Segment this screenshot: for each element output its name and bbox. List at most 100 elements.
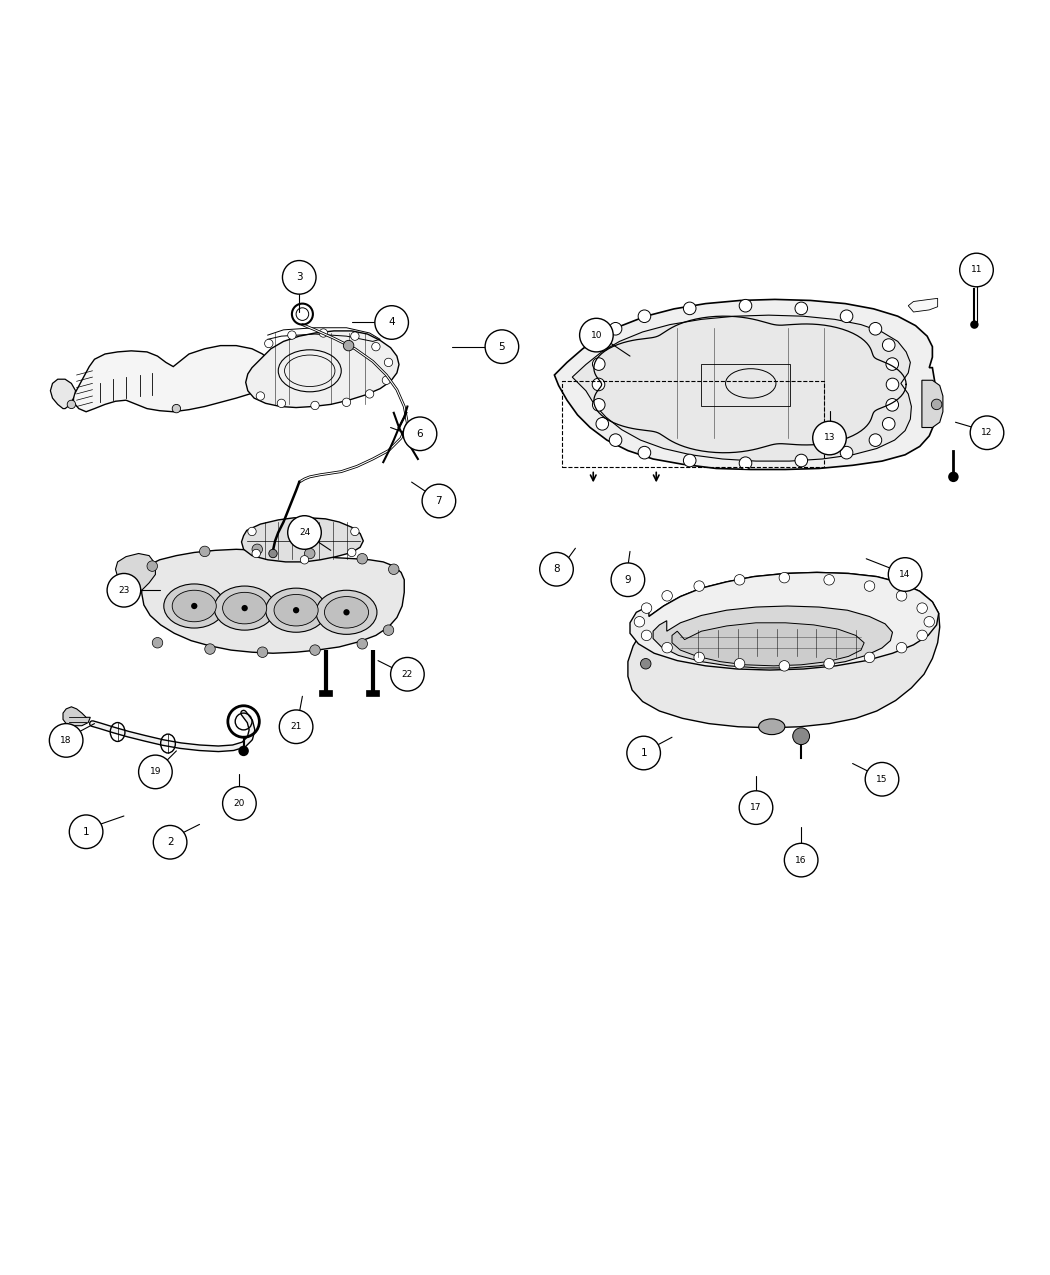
Polygon shape	[672, 622, 864, 666]
Circle shape	[311, 402, 319, 409]
Circle shape	[813, 421, 846, 455]
Circle shape	[248, 528, 256, 536]
Text: 19: 19	[150, 768, 161, 776]
Text: 23: 23	[119, 585, 129, 594]
Circle shape	[784, 843, 818, 877]
Text: 24: 24	[299, 528, 310, 537]
Polygon shape	[628, 572, 940, 728]
Circle shape	[592, 399, 605, 411]
Circle shape	[886, 358, 899, 370]
Text: 1: 1	[640, 748, 647, 759]
Circle shape	[888, 557, 922, 592]
Circle shape	[795, 302, 807, 315]
Text: 18: 18	[61, 736, 71, 745]
Circle shape	[897, 643, 907, 653]
Circle shape	[365, 390, 374, 398]
Circle shape	[739, 790, 773, 825]
Text: 8: 8	[553, 565, 560, 574]
Circle shape	[265, 339, 273, 348]
Circle shape	[205, 644, 215, 654]
Ellipse shape	[223, 593, 267, 623]
Circle shape	[403, 417, 437, 450]
Circle shape	[256, 391, 265, 400]
Polygon shape	[653, 606, 892, 668]
Text: 3: 3	[296, 273, 302, 282]
Ellipse shape	[164, 584, 225, 629]
Polygon shape	[554, 300, 937, 469]
Ellipse shape	[172, 590, 216, 622]
Text: 15: 15	[877, 775, 887, 784]
Ellipse shape	[214, 586, 275, 630]
Circle shape	[739, 300, 752, 312]
Circle shape	[422, 484, 456, 518]
Polygon shape	[50, 379, 76, 408]
Text: 4: 4	[388, 317, 395, 328]
Text: 16: 16	[796, 856, 806, 864]
Circle shape	[288, 515, 321, 550]
Circle shape	[917, 630, 927, 640]
Circle shape	[596, 417, 609, 430]
Circle shape	[67, 400, 76, 408]
Circle shape	[375, 306, 408, 339]
Text: 9: 9	[625, 575, 631, 585]
Circle shape	[357, 639, 367, 649]
Text: 20: 20	[234, 799, 245, 808]
Circle shape	[252, 550, 260, 557]
Circle shape	[684, 454, 696, 467]
Circle shape	[882, 339, 895, 352]
Circle shape	[592, 379, 605, 390]
Ellipse shape	[266, 588, 327, 632]
Circle shape	[269, 550, 277, 557]
Circle shape	[300, 515, 309, 524]
Circle shape	[310, 645, 320, 655]
Circle shape	[824, 575, 835, 585]
Circle shape	[662, 643, 672, 653]
Ellipse shape	[324, 597, 369, 629]
Circle shape	[694, 581, 705, 592]
Circle shape	[153, 825, 187, 859]
Circle shape	[734, 658, 744, 669]
Circle shape	[49, 724, 83, 757]
Circle shape	[596, 339, 609, 352]
Polygon shape	[242, 518, 363, 562]
Circle shape	[793, 728, 810, 745]
Circle shape	[139, 755, 172, 789]
Text: 17: 17	[751, 803, 761, 812]
Circle shape	[200, 546, 210, 557]
Circle shape	[609, 434, 622, 446]
Circle shape	[152, 638, 163, 648]
Circle shape	[627, 736, 660, 770]
Circle shape	[391, 658, 424, 691]
Polygon shape	[142, 550, 404, 653]
Circle shape	[611, 564, 645, 597]
Circle shape	[869, 323, 882, 335]
Circle shape	[257, 646, 268, 658]
Circle shape	[107, 574, 141, 607]
Circle shape	[191, 603, 197, 609]
Circle shape	[242, 604, 248, 611]
Circle shape	[638, 310, 651, 323]
Circle shape	[684, 302, 696, 315]
Ellipse shape	[316, 590, 377, 635]
Circle shape	[638, 446, 651, 459]
Circle shape	[840, 310, 853, 323]
Circle shape	[485, 330, 519, 363]
Circle shape	[609, 323, 622, 335]
Polygon shape	[922, 380, 943, 427]
Circle shape	[382, 376, 391, 385]
Text: 6: 6	[417, 428, 423, 439]
Polygon shape	[572, 315, 911, 462]
Circle shape	[694, 653, 705, 663]
Polygon shape	[116, 553, 155, 590]
Circle shape	[252, 544, 262, 555]
Circle shape	[779, 660, 790, 671]
Text: 2: 2	[167, 838, 173, 848]
Circle shape	[864, 581, 875, 592]
Circle shape	[540, 552, 573, 587]
Circle shape	[342, 398, 351, 407]
Polygon shape	[63, 706, 90, 725]
Circle shape	[734, 575, 744, 585]
Circle shape	[960, 254, 993, 287]
Text: 5: 5	[499, 342, 505, 352]
Bar	[319, 690, 332, 696]
